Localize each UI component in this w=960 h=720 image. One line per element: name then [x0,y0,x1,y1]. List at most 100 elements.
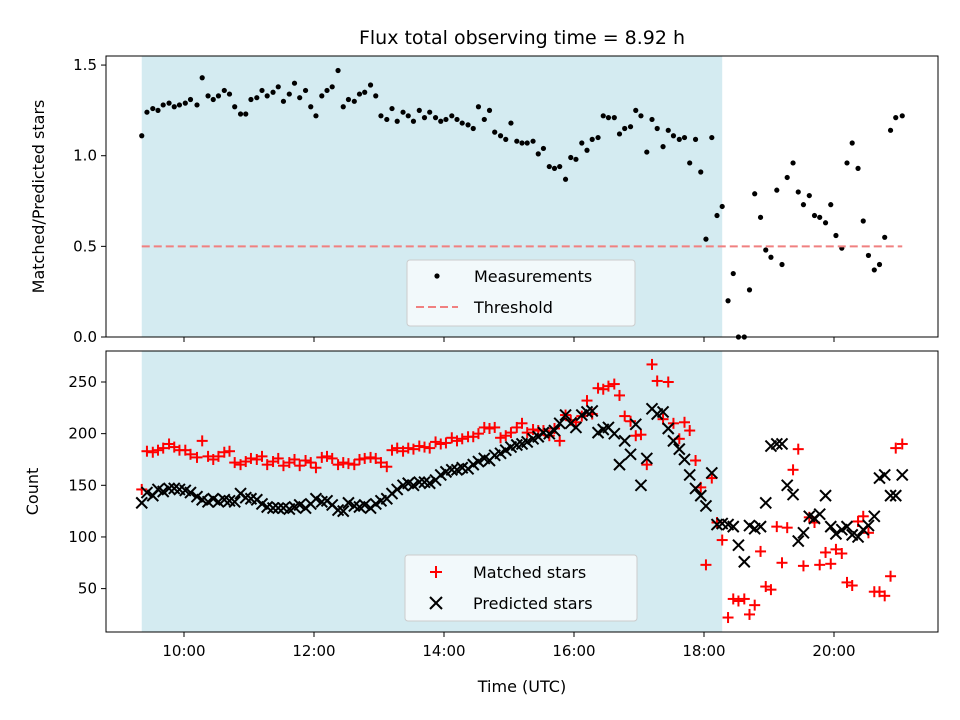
predicted-star-point [699,499,713,513]
measurement-point [774,187,780,193]
ratio-legend-box [406,259,636,327]
predicted-star-point [140,486,154,499]
measurement-point [644,149,650,155]
matched-star-point [651,375,663,387]
matched-star-point [489,421,501,433]
matched-star-point [727,593,739,605]
measurement-point [757,214,764,220]
matched-star-point [375,457,387,469]
predicted-star-point [770,437,784,451]
measurement-point [297,95,303,101]
matched-star-point [342,458,354,470]
matched-star-point [185,448,196,460]
predicted-star-point [694,489,707,502]
measurement-point [709,134,715,141]
matched-star-point [224,445,235,457]
matched-star-point [424,442,436,454]
measurement-point [589,136,595,142]
matched-star-point [391,442,403,454]
matched-star-point [641,459,653,471]
measurement-point [389,105,395,112]
matched-star-point [407,443,419,455]
measurement-point [600,113,606,119]
predicted-star-point [445,463,459,477]
measurement-point [714,212,720,219]
matched-star-point [413,440,425,452]
measurement-points [139,67,905,340]
measurement-point [313,113,319,119]
matched-star-point [776,557,788,569]
measurement-point [611,115,617,121]
matched-star-point [722,612,734,624]
predicted-star-point [156,485,170,498]
measurement-point [676,136,682,142]
matched-star-point [820,546,832,558]
measurement-point [291,80,298,86]
matched-star-point [690,455,702,467]
matched-star-point [332,459,344,471]
measurement-point [535,151,541,157]
matched-star-point [326,452,338,464]
measurement-point [665,127,671,133]
predicted-star-point [629,418,642,431]
predicted-star-point [266,501,280,515]
predicted-star-point [634,479,648,492]
measurement-point [351,98,357,104]
predicted-star-point [896,468,909,482]
matched-star-point [289,453,300,465]
ratio-y-tick-label: 1.0 [73,147,97,165]
matched-star-point [744,608,755,620]
predicted-star-point [824,520,837,533]
predicted-star-point [829,527,843,541]
measurement-point [822,220,829,226]
predicted-star-point [559,408,572,422]
matched-star-point [381,461,393,473]
measurement-point [849,140,855,146]
measurement-point [887,127,894,133]
predicted-star-point [585,404,599,418]
predicted-star-point [608,427,621,440]
predicted-star-point [342,496,355,510]
predicted-star-point [358,498,371,512]
predicted-star-point [520,435,534,449]
predicted-star-point [683,468,696,482]
measurement-point [367,82,374,88]
matched-star-point [451,435,463,447]
matched-star-point [619,410,631,422]
measurement-point [557,163,563,170]
matched-star-point [478,421,490,433]
ratio-y-tick-label: 0.5 [73,237,97,255]
matched-star-point [554,435,566,447]
measurement-point [160,102,166,108]
measurement-point [459,120,465,126]
measurement-point [844,160,850,166]
predicted-star-point [228,495,241,509]
matched-star-point [261,459,273,471]
matched-star-point [684,425,696,437]
measurement-point [503,136,509,142]
ratio-y-tick-label: 0.0 [73,328,97,346]
measurement-point [497,133,504,139]
measurement-point [795,189,801,195]
measurement-point [784,174,790,181]
predicted-star-point [797,526,810,540]
matched-star-point [272,452,284,464]
measurement-point [605,115,612,121]
measurement-point [649,116,655,123]
matched-star-point [430,436,442,448]
measurement-point [579,140,585,146]
matched-star-point [830,543,842,555]
predicted-star-point [569,421,583,434]
matched-star-point [136,483,148,495]
measurement-point [811,212,818,219]
matched-star-point [662,376,674,388]
measurement-point [248,96,254,103]
matched-star-point [157,442,169,454]
measurement-point [215,93,222,99]
predicted-legend-label: Predicted stars [473,594,593,613]
matched-star-point [484,422,495,434]
measurement-point [182,100,188,106]
matched-star-point [890,442,902,454]
predicted-star-point [673,442,686,456]
count-y-ticks: 50 100 150 200 250 [68,373,106,598]
